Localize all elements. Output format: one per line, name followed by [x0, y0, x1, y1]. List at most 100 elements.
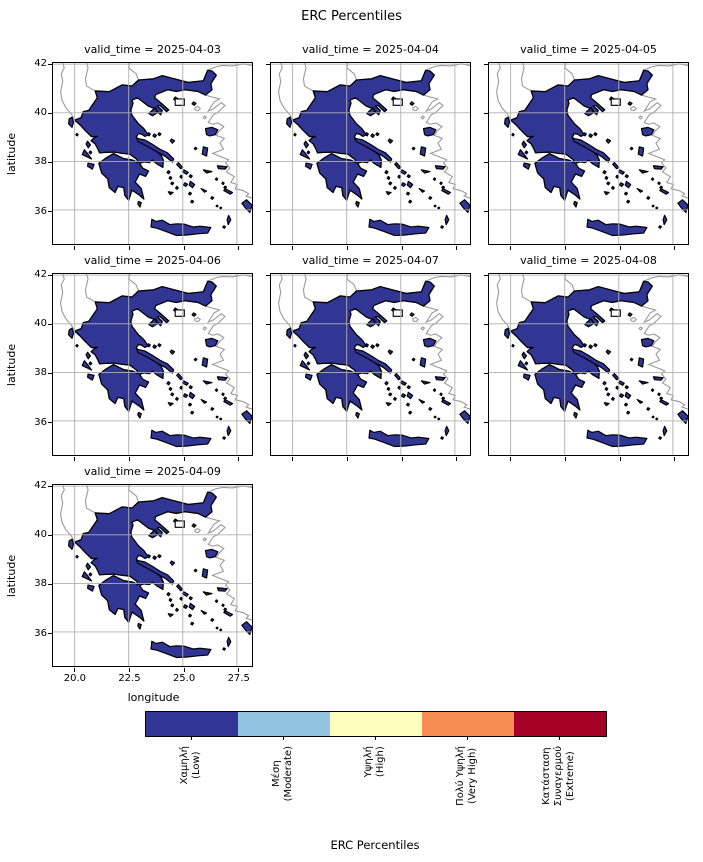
y-tick-label: 38: [34, 156, 47, 168]
facet-subplot: valid_time = 2025-04-09 20.0 22.5 25.0 27.5…: [5, 464, 253, 717]
x-tick-mark: [456, 457, 458, 461]
colorbar-label-line: (Low): [191, 751, 202, 779]
colorbar-label-line: Πολύ Υψηλή: [455, 746, 466, 806]
facet-title: valid_time = 2025-04-08: [520, 254, 657, 267]
x-tick-mark: [128, 668, 130, 672]
y-tick-mark: [484, 211, 488, 213]
greece-islands: [69, 308, 252, 446]
colorbar-class-label: Μέση (Moderate): [271, 746, 326, 801]
colorbar-label-line: (Moderate): [283, 746, 294, 802]
y-tick-mark: [48, 211, 52, 213]
axes-frame: 20.0 22.5 25.0 27.5 42 40 38 36 latitude longitud…: [5, 480, 253, 704]
colorbar-tick-mark: [374, 736, 376, 740]
x-tick-mark: [183, 246, 185, 250]
axes-frame: [266, 62, 471, 250]
map-svg: [489, 63, 688, 244]
x-tick-mark: [401, 246, 403, 250]
y-tick-mark: [266, 274, 270, 276]
colorbar-class-label: Πολύ Υψηλή (Very High): [455, 746, 515, 806]
axes-frame: 42 40 38 36 latitude: [5, 269, 253, 461]
colorbar-class-label: Χαμηλή (Low): [179, 746, 217, 784]
y-tick-mark: [484, 161, 488, 163]
colorbar-label-line: (High): [375, 746, 386, 778]
colorbar-tick-mark: [190, 736, 192, 740]
neighbor-country-borders: [279, 274, 470, 409]
x-tick-label: 27.5: [227, 673, 250, 684]
colorbar-segment: [238, 712, 330, 736]
x-tick-label: 22.5: [118, 673, 141, 684]
y-tick-mark: [484, 63, 488, 65]
axes-frame: [484, 62, 689, 250]
lemnos-no-data: [393, 310, 402, 316]
x-tick-mark: [183, 668, 185, 672]
colorbar-label-line: Υψηλή: [363, 746, 374, 778]
y-tick-mark: [266, 161, 270, 163]
map-svg: [53, 274, 252, 455]
colorbar-label-line: Χαμηλή: [179, 746, 190, 785]
x-tick-mark: [346, 457, 348, 461]
figure-title: ERC Percentiles: [301, 9, 402, 24]
y-tick-label: 36: [34, 416, 47, 428]
y-tick-mark: [484, 422, 488, 424]
colorbar-class-label-text: Χαμηλή (Low): [179, 746, 203, 784]
y-tick-mark: [48, 274, 52, 276]
map-svg: [271, 274, 470, 455]
greece-mainland: [293, 70, 435, 200]
lemnos-no-data: [175, 310, 184, 316]
x-tick-label: 20.0: [63, 673, 86, 684]
y-tick-label: 42: [34, 480, 47, 492]
neighbor-country-borders: [61, 485, 252, 620]
colorbar-label-line: Συναγερμού: [553, 746, 564, 807]
axes-frame: [484, 273, 689, 461]
facet-title: valid_time = 2025-04-05: [520, 43, 657, 56]
greece-islands: [287, 97, 470, 235]
y-tick-label: 40: [34, 529, 47, 541]
y-tick-label: 42: [34, 269, 47, 281]
colorbar-segment: [146, 712, 238, 736]
colorbar-segment: [330, 712, 422, 736]
facet-subplot: valid_time = 2025-04-08: [484, 253, 689, 506]
colorbar-class-label: Υψηλή (High): [363, 746, 394, 777]
x-tick-mark: [456, 246, 458, 250]
colorbar-label-line: Κατάσταση: [541, 747, 552, 805]
greece-mainland: [75, 70, 217, 200]
y-tick-mark: [266, 63, 270, 65]
facet-subplot: valid_time = 2025-04-05: [484, 42, 689, 295]
greece-mainland: [75, 281, 217, 411]
x-tick-mark: [74, 668, 76, 672]
facet-subplot: valid_time = 2025-04-03 42 40 38 36 latitude: [5, 42, 253, 295]
y-tick-mark: [484, 372, 488, 374]
axes-frame: [266, 273, 471, 461]
lemnos-no-data: [611, 99, 620, 105]
lemnos-no-data: [175, 521, 184, 527]
facet-title: valid_time = 2025-04-07: [302, 254, 439, 267]
y-tick-label: 42: [34, 58, 47, 70]
colorbar-label-line: Μέση: [271, 760, 282, 788]
map-svg: [53, 485, 252, 666]
neighbor-country-borders: [61, 63, 252, 198]
colorbar-label-line: (Very High): [467, 747, 478, 805]
y-tick-mark: [48, 534, 52, 536]
colorbar-class-label: Κατάσταση Συναγερμού (Extreme): [541, 746, 601, 806]
neighbor-country-borders: [497, 274, 688, 409]
facet-title: valid_time = 2025-04-06: [84, 254, 221, 267]
facet-subplot: valid_time = 2025-04-06 42 40 38 36 latitude: [5, 253, 253, 506]
x-tick-mark: [74, 246, 76, 250]
lemnos-no-data: [393, 99, 402, 105]
facet-title: valid_time = 2025-04-03: [84, 43, 221, 56]
map-svg: [271, 63, 470, 244]
greece-islands: [69, 97, 252, 235]
greece-islands: [505, 97, 688, 235]
ylabel-latitude: latitude: [5, 132, 18, 175]
y-tick-mark: [484, 274, 488, 276]
x-tick-mark: [238, 246, 240, 250]
ylabel-latitude: latitude: [5, 554, 18, 597]
x-tick-mark: [619, 457, 621, 461]
facet-subplot: valid_time = 2025-04-07: [266, 253, 471, 506]
facet-title: valid_time = 2025-04-09: [84, 465, 221, 478]
colorbar: [145, 711, 607, 737]
colorbar-segment: [422, 712, 514, 736]
greece-islands: [505, 308, 688, 446]
x-tick-mark: [564, 457, 566, 461]
